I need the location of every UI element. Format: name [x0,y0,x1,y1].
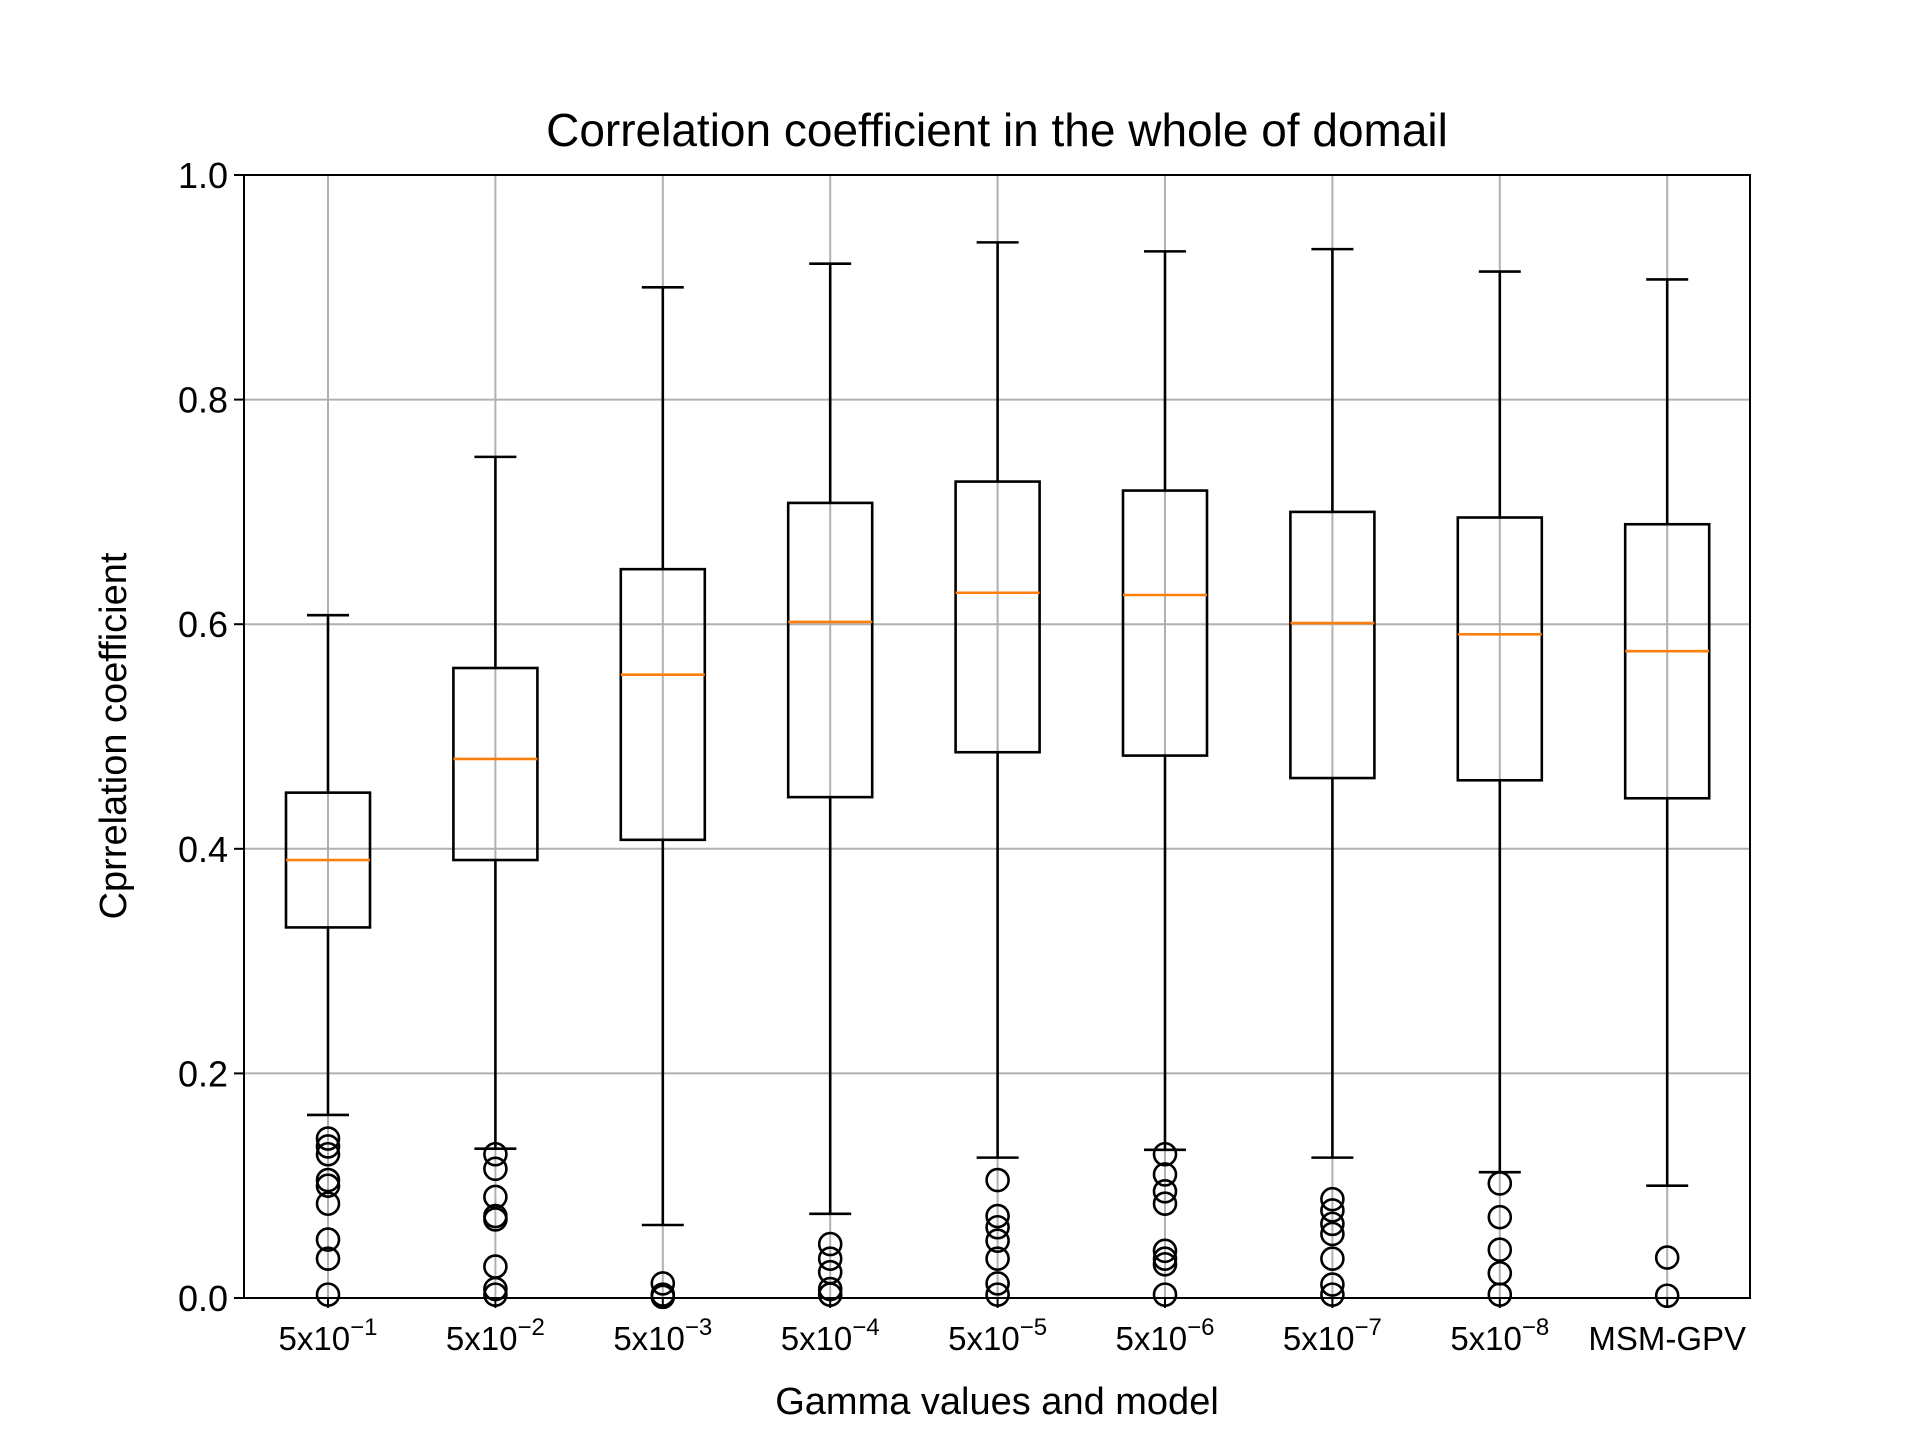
y-tick-label: 0.0 [178,1278,228,1319]
outlier-point [1152,1162,1178,1187]
box-iqr [954,480,1041,754]
outlier-point [650,1271,676,1296]
outlier-point [1152,1252,1178,1277]
outlier-point [985,1228,1010,1254]
box-group [284,613,372,1307]
x-tick-exponent: −7 [1354,1314,1381,1341]
outlier-point [1320,1186,1345,1212]
x-tick-exponent: −1 [350,1314,377,1341]
box-iqr [1623,522,1711,800]
chart-title: Correlation coefficient in the whole of … [546,104,1448,156]
x-tick-label: 5x10−4 [781,1314,880,1357]
outlier-point [1320,1246,1345,1271]
x-tick-exponent: −8 [1522,1314,1549,1341]
outlier-point [483,1207,508,1232]
outlier-point [985,1167,1010,1193]
outlier-point [315,1246,341,1271]
outlier-point [1320,1272,1345,1297]
box-group [452,455,539,1307]
box-iqr [619,567,707,842]
y-tick-label: 0.6 [178,604,228,645]
box-group [786,262,874,1307]
outlier-point [985,1271,1010,1296]
box-iqr [1289,510,1376,780]
box-iqr [786,501,874,799]
box-iqr [1121,489,1209,757]
outlier-point [817,1246,843,1271]
outlier-point [1487,1204,1513,1230]
x-tick-exponent: −6 [1187,1314,1214,1341]
outlier-point [1152,1191,1178,1216]
x-tick-exponent: −5 [1020,1314,1047,1341]
x-axis-label: Gamma values and model [775,1381,1219,1423]
outlier-point [1654,1245,1680,1270]
y-tick-label: 0.8 [178,380,228,421]
outlier-point [1487,1237,1513,1263]
box-iqr [452,666,539,862]
outlier-point [315,1227,341,1252]
y-tick-label: 0.2 [178,1053,228,1094]
box-group [1623,278,1711,1309]
outlier-point [315,1141,341,1167]
outlier-point [985,1214,1010,1240]
outlier-point [315,1191,341,1216]
plot-area [284,241,1711,1310]
box-group [1456,270,1544,1307]
x-tick-exponent: −4 [852,1314,879,1341]
outlier-point [315,1134,341,1159]
outlier-point [315,1126,341,1151]
outlier-point [1320,1198,1345,1223]
box-group [954,241,1041,1307]
x-tick-label: 5x10−3 [613,1314,712,1357]
outlier-point [1152,1246,1178,1271]
box-group [1289,247,1376,1307]
outlier-point [1320,1221,1345,1247]
x-tick-label: MSM-GPV [1588,1320,1746,1357]
outlier-point [315,1167,341,1193]
outlier-point [1487,1171,1513,1196]
x-tick-exponent: −2 [517,1314,544,1341]
outlier-point [985,1246,1010,1271]
y-tick-label: 1.0 [178,155,228,196]
outlier-point [1152,1238,1178,1264]
y-axis-label: Cprrelation coefficient [93,552,135,919]
outlier-point [483,1156,508,1182]
outlier-point [1320,1211,1345,1237]
outlier-point [1152,1141,1178,1167]
outlier-point [1152,1179,1178,1204]
outlier-point [483,1141,508,1167]
box-iqr [1456,516,1544,782]
outlier-point [817,1231,843,1257]
outlier-point [315,1173,341,1198]
y-tick-label: 0.4 [178,829,228,870]
box-group [619,285,707,1310]
outlier-point [985,1203,1010,1229]
x-tick-exponent: −3 [685,1314,712,1341]
box-group [1121,250,1209,1307]
